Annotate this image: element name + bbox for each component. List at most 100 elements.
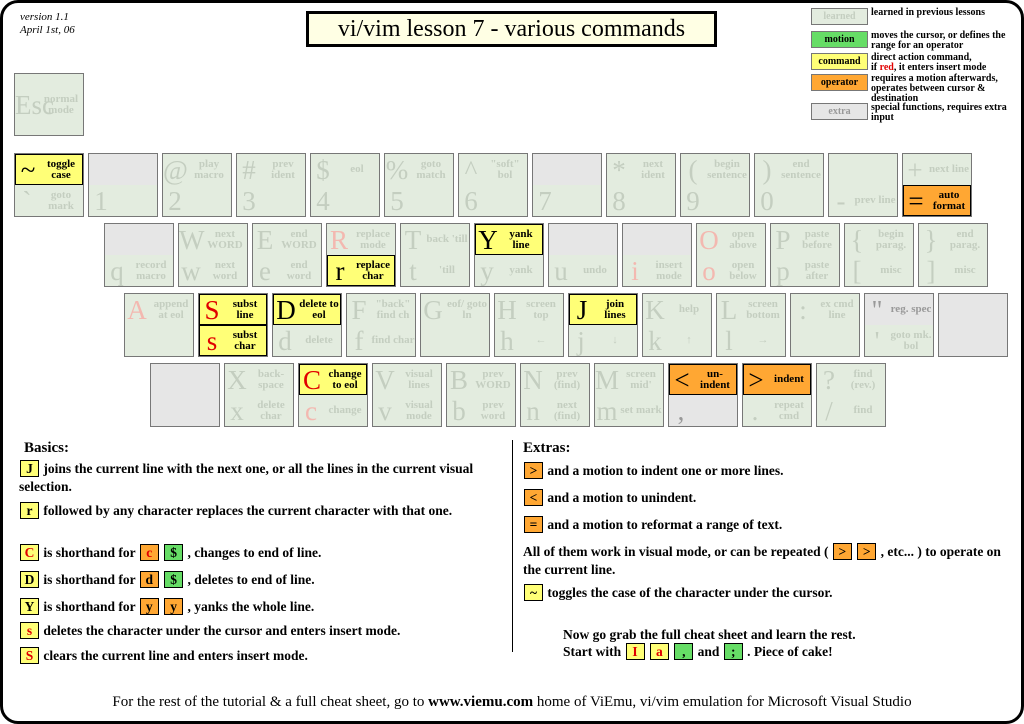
key-half: ,	[669, 395, 737, 426]
paragraph: S clears the current line and enters ins…	[19, 647, 489, 665]
key-char: T	[404, 224, 422, 255]
key-desc: insert mode	[655, 258, 683, 282]
text: All of them work in visual mode, or can …	[523, 544, 829, 559]
text: , changes to end of line.	[187, 545, 322, 560]
key-desc: replace char	[355, 258, 390, 282]
key: ~ toggle case ` goto mark	[14, 153, 84, 217]
key-desc: eol	[350, 163, 364, 175]
key-half: 9	[681, 185, 749, 216]
key-desc: normal mode	[43, 92, 79, 116]
text: , yanks the whole line.	[187, 599, 315, 614]
key: i insert mode	[622, 223, 692, 287]
key-char: H	[497, 294, 517, 325]
version: version 1.1	[20, 11, 69, 23]
key-half	[421, 325, 489, 356]
key-char: C	[302, 364, 321, 395]
key-half	[829, 154, 897, 185]
key-char: q	[110, 255, 124, 286]
key: " reg. spec ' goto mk. bol	[864, 293, 934, 357]
key-chip: <	[524, 489, 543, 506]
key-desc: delete char	[257, 398, 285, 422]
key-char: (	[688, 154, 698, 185]
key-half: q record macro	[105, 255, 173, 286]
key-char: M	[595, 364, 620, 395]
key-desc: repeat cmd	[774, 398, 804, 422]
key-half: 0	[755, 185, 823, 216]
key-desc: toggle case	[46, 157, 76, 181]
key-char: Y	[478, 224, 498, 255]
key-half: e end word	[253, 255, 321, 286]
key-desc: "soft" bol	[490, 157, 520, 181]
key-desc: visual mode	[405, 398, 433, 422]
key-half: b prev word	[447, 395, 515, 426]
key: - prev line	[828, 153, 898, 217]
key-half: ^ "soft" bol	[459, 154, 527, 185]
key-half: v visual mode	[373, 395, 441, 426]
key-char: ]	[926, 255, 936, 286]
key-half: c change	[299, 395, 367, 426]
key-desc: begin parag.	[875, 227, 907, 251]
key-char: N	[523, 364, 543, 395]
key-desc: end parag.	[949, 227, 981, 251]
key-desc: eof/ goto ln	[446, 297, 487, 321]
key-half: ` goto mark	[15, 185, 83, 216]
key-chip: a	[649, 643, 669, 660]
separator	[512, 440, 513, 652]
key: + next line = auto format	[902, 153, 972, 217]
key-half: s subst char	[199, 325, 267, 356]
footer-text: For the rest of the tutorial & a full ch…	[112, 694, 425, 710]
key-chip: ;	[723, 643, 743, 660]
key-desc: screen mid'	[626, 367, 656, 391]
text: joins the current line with the next one…	[19, 461, 474, 494]
key-half: 2	[163, 185, 231, 216]
key-char: =	[908, 185, 924, 216]
key-char: P	[775, 224, 791, 255]
key-char: S	[204, 294, 220, 325]
key-half: [misc	[845, 255, 913, 286]
key-chip: y	[139, 598, 159, 615]
key: ? find (rev.) / find	[816, 363, 886, 427]
key-desc: screen bottom	[746, 297, 780, 321]
key: u undo	[548, 223, 618, 287]
key-half: f find char	[347, 325, 415, 356]
key-char: Esc	[15, 89, 54, 120]
key: @ play macro 2	[162, 153, 232, 217]
date: April 1st, 06	[20, 24, 75, 36]
key-char: 1	[94, 185, 108, 216]
key-char: 4	[316, 185, 330, 216]
key-char: L	[720, 294, 738, 325]
key-desc: reg. spec	[890, 303, 932, 315]
key-desc: help	[678, 303, 700, 315]
key-chip: ,	[674, 643, 694, 660]
key-desc: change	[328, 404, 362, 416]
key-half: u undo	[549, 255, 617, 286]
key-desc: back-space	[257, 367, 285, 391]
key-half: ~ toggle case	[15, 154, 83, 185]
heading: Extras:	[523, 440, 571, 456]
legend-swatch: command	[811, 53, 868, 70]
key-desc: yank	[509, 264, 533, 276]
key-char: j	[577, 325, 585, 356]
key-desc: open below	[729, 258, 757, 282]
text: and a motion to indent one or more lines…	[547, 463, 784, 478]
key-half: @ play macro	[163, 154, 231, 185]
key-char: W	[179, 224, 205, 255]
key-half	[939, 325, 1007, 356]
key-half: . repeat cmd	[743, 395, 811, 426]
key-desc: set mark	[620, 404, 662, 416]
key-half: ] misc	[919, 255, 987, 286]
key-desc: ↑	[686, 334, 692, 346]
key-half: y yank	[475, 255, 543, 286]
key-half: n next (find)	[521, 395, 589, 426]
key-half: l →	[717, 325, 785, 356]
